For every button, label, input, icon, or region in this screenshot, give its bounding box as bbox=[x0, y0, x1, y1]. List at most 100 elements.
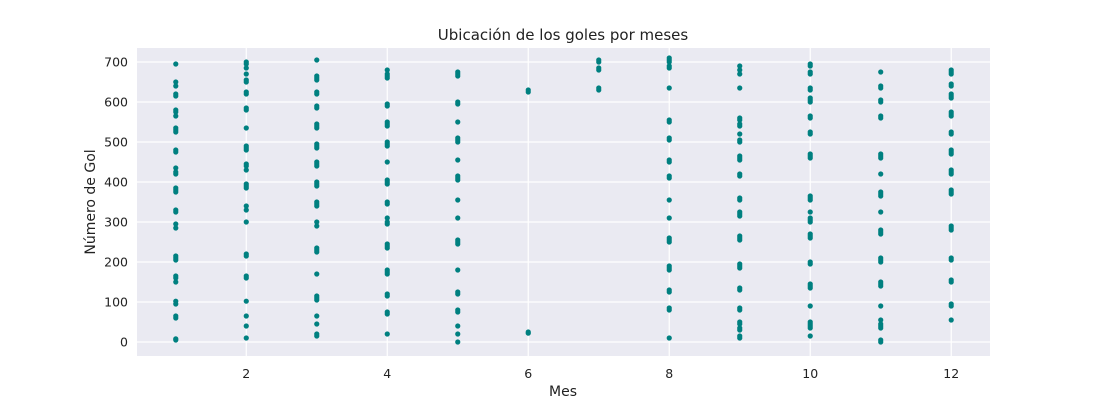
data-point bbox=[243, 273, 249, 279]
data-point bbox=[807, 129, 813, 135]
data-point bbox=[737, 285, 743, 291]
data-point bbox=[384, 159, 390, 165]
data-point bbox=[384, 139, 390, 145]
data-point bbox=[596, 65, 602, 71]
data-point bbox=[878, 97, 884, 103]
data-point bbox=[314, 331, 320, 337]
x-tick-label: 2 bbox=[242, 366, 250, 381]
data-point bbox=[737, 85, 743, 91]
data-point bbox=[243, 335, 249, 341]
data-point bbox=[737, 261, 743, 267]
data-point bbox=[173, 147, 179, 153]
data-point bbox=[737, 131, 743, 137]
data-point bbox=[384, 177, 390, 183]
x-tick-label: 4 bbox=[383, 366, 391, 381]
y-tick-label: 700 bbox=[104, 55, 128, 70]
y-tick-label: 500 bbox=[104, 135, 128, 150]
data-point bbox=[878, 337, 884, 343]
data-point bbox=[455, 339, 461, 345]
data-point bbox=[243, 167, 249, 173]
data-point bbox=[807, 95, 813, 101]
data-point bbox=[737, 233, 743, 239]
data-point bbox=[878, 69, 884, 75]
data-point bbox=[525, 87, 531, 93]
data-point bbox=[948, 109, 954, 115]
data-point bbox=[243, 143, 249, 149]
data-point bbox=[173, 298, 179, 304]
data-point bbox=[455, 215, 461, 221]
data-point bbox=[243, 59, 249, 65]
data-point bbox=[314, 293, 320, 299]
data-point bbox=[807, 85, 813, 91]
data-point bbox=[455, 135, 461, 141]
y-axis-label: Número de Gol bbox=[83, 149, 99, 254]
data-point bbox=[878, 279, 884, 285]
data-point bbox=[737, 195, 743, 201]
data-point bbox=[455, 197, 461, 203]
data-point bbox=[948, 167, 954, 173]
data-point bbox=[737, 209, 743, 215]
data-point bbox=[666, 197, 672, 203]
data-point bbox=[314, 219, 320, 225]
data-point bbox=[596, 85, 602, 91]
data-point bbox=[314, 89, 320, 95]
data-point bbox=[173, 169, 179, 175]
data-point bbox=[314, 121, 320, 127]
data-point bbox=[314, 321, 320, 327]
data-point bbox=[737, 325, 743, 331]
data-point bbox=[807, 319, 813, 325]
data-point bbox=[384, 71, 390, 77]
data-point bbox=[243, 323, 249, 329]
data-point bbox=[737, 71, 743, 77]
data-point bbox=[807, 113, 813, 119]
data-point bbox=[455, 69, 461, 75]
data-point bbox=[948, 67, 954, 73]
data-point bbox=[314, 223, 320, 229]
data-point bbox=[243, 251, 249, 257]
data-point bbox=[314, 245, 320, 251]
x-tick-label: 8 bbox=[665, 366, 673, 381]
x-axis-ticks: 2 4 6 8 10 12 bbox=[242, 366, 959, 381]
data-point bbox=[807, 333, 813, 339]
y-tick-label: 400 bbox=[104, 175, 128, 190]
data-point bbox=[737, 63, 743, 69]
data-point bbox=[455, 289, 461, 295]
data-point bbox=[173, 91, 179, 97]
data-point bbox=[948, 187, 954, 193]
data-point bbox=[878, 317, 884, 323]
data-point bbox=[807, 151, 813, 157]
data-point bbox=[666, 305, 672, 311]
data-point bbox=[173, 113, 179, 119]
data-point bbox=[384, 267, 390, 273]
data-point bbox=[314, 159, 320, 165]
data-point bbox=[737, 153, 743, 159]
data-point bbox=[948, 91, 954, 97]
data-point bbox=[455, 331, 461, 337]
plot-area bbox=[137, 48, 990, 356]
data-point bbox=[314, 271, 320, 277]
data-point bbox=[173, 253, 179, 259]
data-point bbox=[173, 61, 179, 67]
data-point bbox=[455, 323, 461, 329]
data-point bbox=[878, 113, 884, 119]
x-axis-label: Mes bbox=[549, 384, 577, 400]
data-point bbox=[666, 117, 672, 123]
data-point bbox=[314, 313, 320, 319]
data-point bbox=[455, 173, 461, 179]
x-tick-label: 12 bbox=[943, 366, 959, 381]
data-point bbox=[243, 313, 249, 319]
data-point bbox=[173, 221, 179, 227]
data-point bbox=[455, 307, 461, 313]
data-point bbox=[243, 105, 249, 111]
data-point bbox=[948, 81, 954, 87]
data-point bbox=[807, 259, 813, 265]
data-point bbox=[173, 225, 179, 231]
data-point bbox=[384, 241, 390, 247]
data-point bbox=[173, 313, 179, 319]
data-point bbox=[173, 185, 179, 191]
data-point bbox=[737, 121, 743, 127]
data-point bbox=[666, 287, 672, 293]
data-point bbox=[737, 67, 743, 73]
data-point bbox=[243, 207, 249, 213]
data-point bbox=[314, 199, 320, 205]
